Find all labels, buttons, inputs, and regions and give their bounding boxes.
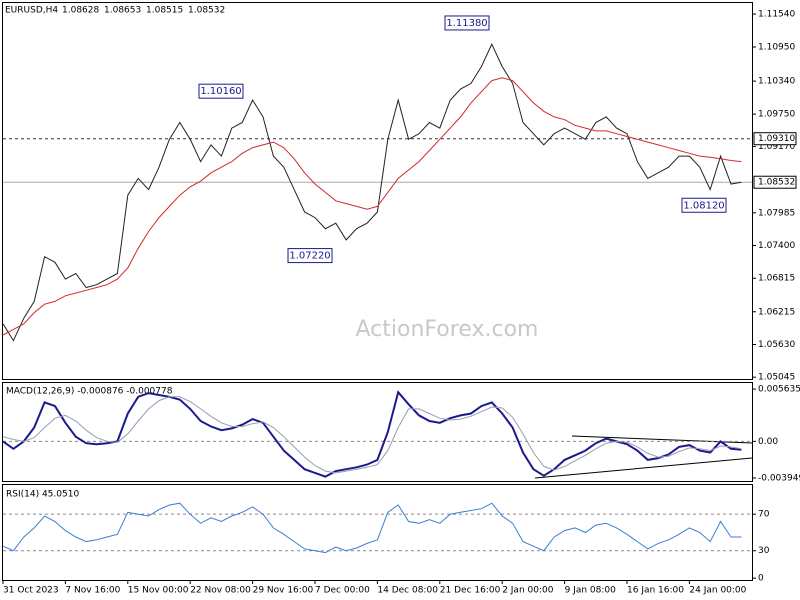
y-tick-label: 1.07400 (758, 241, 795, 251)
y-tick-label: 1.11540 (758, 10, 795, 20)
annotation-box (444, 15, 490, 31)
y-tick-label: 1.10340 (758, 77, 795, 87)
y-tick-label: 1.05630 (758, 340, 795, 350)
y-tick-label: 0.00 (758, 437, 778, 447)
annotation-box (681, 197, 727, 213)
y-tick-label: 1.09750 (758, 110, 795, 120)
y-tick-label: 1.09170 (758, 142, 795, 152)
series-line (2, 396, 742, 474)
x-tick-label: 24 Jan 00:00 (689, 586, 746, 596)
series-line (2, 77, 742, 336)
annotation-label: 1.08120 (683, 200, 724, 211)
y-tick-label: 0 (758, 574, 764, 584)
y-tick-label: 1.06815 (758, 274, 795, 284)
price-panel (2, 2, 753, 380)
series-line (2, 502, 742, 554)
rsi-title: RSI(14) 45.0510 (6, 490, 79, 500)
x-tick-label: 2 Jan 00:00 (502, 586, 554, 596)
y-tick-label: -0.003949 (758, 474, 800, 484)
macd-panel (2, 382, 753, 482)
x-tick-label: 7 Dec 00:00 (315, 586, 370, 596)
y-tick-label: 0.005635 (758, 385, 800, 395)
macd-title: MACD(12,26,9) -0.000876 -0.000778 (6, 387, 173, 397)
x-tick-label: 22 Nov 08:00 (190, 586, 251, 596)
x-tick-label: 21 Dec 16:00 (440, 586, 501, 596)
level-box (753, 132, 797, 146)
x-tick-label: 9 Jan 08:00 (565, 586, 617, 596)
x-tick-label: 16 Jan 16:00 (627, 586, 684, 596)
ohlc-value: 1.08515 (146, 6, 183, 16)
current-label: 1.08532 (758, 178, 795, 188)
series-line (2, 43, 742, 342)
y-tick-label: 1.10950 (758, 43, 795, 53)
annotation-box (198, 83, 244, 99)
ohlc-value: 1.08628 (62, 6, 99, 16)
y-tick-label: 30 (758, 546, 770, 556)
level-label: 1.09310 (758, 134, 795, 144)
annotation-box (287, 248, 333, 264)
x-tick-label: 31 Oct 2023 (3, 586, 59, 596)
y-tick-label: 1.06215 (758, 307, 795, 317)
x-tick-label: 15 Nov 00:00 (128, 586, 189, 596)
x-tick-label: 29 Nov 16:00 (253, 586, 314, 596)
y-tick-label: 70 (758, 510, 770, 520)
annotation-label: 1.07220 (289, 251, 330, 262)
annotation-label: 1.10160 (200, 86, 241, 97)
ohlc-value: 1.08653 (104, 6, 141, 16)
x-tick-label: 14 Dec 08:00 (377, 586, 438, 596)
symbol: EURUSD,H4 (5, 6, 58, 16)
y-tick-label: 1.05045 (758, 373, 795, 383)
watermark: ActionForex.com (356, 317, 539, 342)
trend-line (534, 457, 753, 479)
annotation-label: 1.11380 (446, 18, 487, 29)
y-tick-label: 1.07985 (758, 208, 795, 218)
x-tick-label: 7 Nov 16:00 (65, 586, 120, 596)
current-box (753, 175, 797, 189)
ohlc-value: 1.08532 (188, 6, 225, 16)
